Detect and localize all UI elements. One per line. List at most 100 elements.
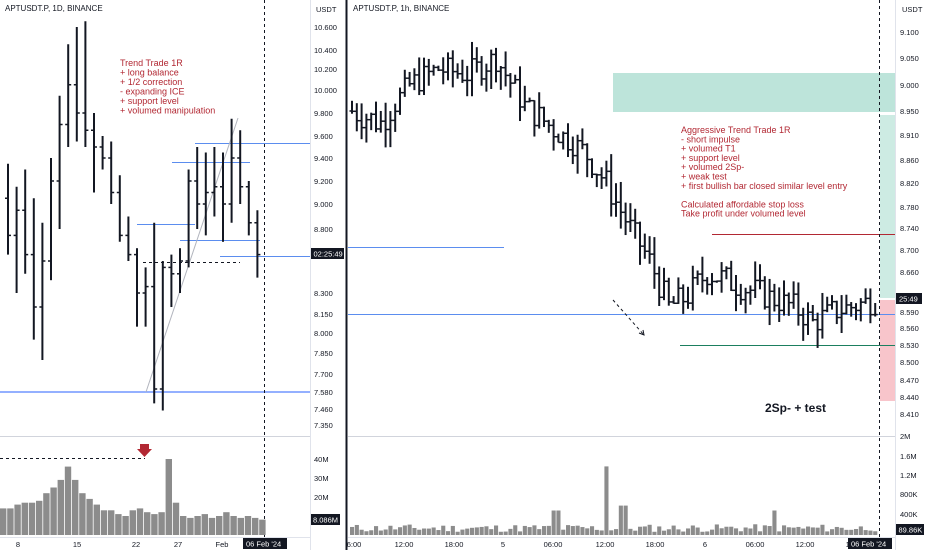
right-ohlc-bar[interactable] xyxy=(551,119,557,151)
right-ohlc-bar[interactable] xyxy=(378,110,384,133)
right-ohlc-bar[interactable] xyxy=(603,160,609,187)
right-ohlc-bar[interactable] xyxy=(642,233,648,259)
right-ohlc-bar[interactable] xyxy=(699,256,705,293)
right-ohlc-bar[interactable] xyxy=(848,302,854,317)
right-ohlc-bar[interactable] xyxy=(483,63,489,92)
right-ohlc-bar[interactable] xyxy=(589,158,595,179)
right-ohlc-bar[interactable] xyxy=(594,173,600,188)
right-ohlc-bar[interactable] xyxy=(728,260,734,292)
right-ohlc-bar[interactable] xyxy=(426,58,432,86)
right-ohlc-bar[interactable] xyxy=(863,288,869,304)
right-ohlc-bar[interactable] xyxy=(618,181,624,229)
left-ohlc-bar[interactable] xyxy=(116,175,123,242)
right-ohlc-bar[interactable] xyxy=(546,119,552,133)
right-ohlc-bar[interactable] xyxy=(690,265,696,311)
2sp-test-label[interactable]: 2Sp- + test xyxy=(765,401,826,415)
right-ohlc-bar[interactable] xyxy=(805,302,811,335)
right-ohlc-bar[interactable] xyxy=(474,47,480,73)
right-ohlc-bar[interactable] xyxy=(656,266,662,307)
right-ohlc-bar[interactable] xyxy=(536,92,542,129)
right-ohlc-bar[interactable] xyxy=(752,261,758,299)
right-ohlc-bar[interactable] xyxy=(407,71,413,87)
left-ohlc-bar[interactable] xyxy=(82,21,89,147)
left-ohlc-bar[interactable] xyxy=(73,27,80,142)
right-ohlc-bar[interactable] xyxy=(416,57,422,96)
right-ohlc-bar[interactable] xyxy=(819,292,825,339)
right-ohlc-bar[interactable] xyxy=(709,273,715,296)
right-ohlc-bar[interactable] xyxy=(872,303,878,317)
right-ohlc-bar[interactable] xyxy=(733,275,739,312)
right-ohlc-bar[interactable] xyxy=(560,131,566,150)
right-ohlc-bar[interactable] xyxy=(435,65,441,72)
right-ohlc-bar[interactable] xyxy=(834,300,840,325)
left-annotation[interactable]: Trend Trade 1R+ long balance+ 1/2 correc… xyxy=(120,58,215,116)
right-ohlc-bar[interactable] xyxy=(627,203,633,233)
right-ohlc-bar[interactable] xyxy=(392,103,398,132)
left-trend-line[interactable] xyxy=(145,117,239,393)
stop-loss-zone[interactable] xyxy=(880,300,895,401)
right-ohlc-bar[interactable] xyxy=(632,208,638,239)
right-annotation[interactable]: Aggressive Trend Trade 1R- short impulse… xyxy=(681,125,848,219)
right-ohlc-bar[interactable] xyxy=(800,307,806,341)
right-ohlc-bar[interactable] xyxy=(671,296,677,305)
right-ohlc-bar[interactable] xyxy=(747,285,753,305)
right-ohlc-bar[interactable] xyxy=(359,103,365,140)
right-ohlc-bar[interactable] xyxy=(666,277,672,306)
right-ohlc-bar[interactable] xyxy=(397,87,403,115)
left-ohlc-bar[interactable] xyxy=(245,181,252,236)
right-ohlc-bar[interactable] xyxy=(723,266,729,280)
right-ohlc-bar[interactable] xyxy=(771,283,777,312)
left-ohlc-bar[interactable] xyxy=(99,136,106,170)
right-ohlc-bar[interactable] xyxy=(464,65,470,97)
left-ohlc-bar[interactable] xyxy=(22,169,29,274)
right-ohlc-bar[interactable] xyxy=(493,47,499,83)
right-ohlc-bar[interactable] xyxy=(383,102,389,148)
right-ohlc-bar[interactable] xyxy=(402,69,408,97)
left-ohlc-bar[interactable] xyxy=(39,222,46,360)
right-drawings[interactable] xyxy=(348,0,895,537)
right-ohlc-bar[interactable] xyxy=(512,74,518,84)
left-ohlc-bar[interactable] xyxy=(108,141,115,205)
right-ohlc-bar[interactable] xyxy=(527,97,533,103)
right-ohlc-bar[interactable] xyxy=(565,123,571,158)
left-ohlc-bar[interactable] xyxy=(5,163,11,255)
right-ohlc-bar[interactable] xyxy=(695,270,701,285)
right-ohlc-bar[interactable] xyxy=(599,167,605,189)
left-ohlc-bar[interactable] xyxy=(125,216,132,262)
right-ohlc-bar[interactable] xyxy=(488,49,494,90)
right-ohlc-bar[interactable] xyxy=(354,103,360,132)
right-ohlc-bar[interactable] xyxy=(570,136,576,165)
right-ohlc-bar[interactable] xyxy=(675,277,681,305)
right-ohlc-bar[interactable] xyxy=(786,292,792,316)
right-ohlc-bar[interactable] xyxy=(459,59,465,83)
right-ohlc-bar[interactable] xyxy=(795,282,801,326)
right-ohlc-bar[interactable] xyxy=(829,295,835,310)
right-ohlc-bar[interactable] xyxy=(757,264,763,290)
right-ohlc-bar[interactable] xyxy=(507,73,513,98)
right-ohlc-bar[interactable] xyxy=(498,65,504,90)
right-ohlc-bar[interactable] xyxy=(575,134,581,174)
right-ohlc-bar[interactable] xyxy=(767,278,773,326)
right-ohlc-bar[interactable] xyxy=(661,267,667,301)
right-ohlc-bar[interactable] xyxy=(791,281,797,309)
right-ohlc-bar[interactable] xyxy=(824,296,830,313)
left-ohlc-bar[interactable] xyxy=(159,261,166,411)
right-ohlc-bar[interactable] xyxy=(440,57,446,85)
right-ohlc-bar[interactable] xyxy=(781,280,787,316)
right-ohlc-bar[interactable] xyxy=(445,52,451,81)
right-ohlc-bar[interactable] xyxy=(680,284,686,314)
left-ohlc-bar[interactable] xyxy=(211,147,218,217)
right-ohlc-bar[interactable] xyxy=(349,100,355,114)
left-ohlc-bar[interactable] xyxy=(13,186,20,293)
left-ohlc-bar[interactable] xyxy=(194,147,201,229)
right-ohlc-bar[interactable] xyxy=(623,202,629,236)
right-ohlc-bar[interactable] xyxy=(469,41,475,97)
right-ohlc-bar[interactable] xyxy=(431,64,437,76)
target-zone-top[interactable] xyxy=(613,73,895,112)
left-ohlc-bar[interactable] xyxy=(237,130,244,204)
right-ohlc-bar[interactable] xyxy=(810,305,816,322)
left-ohlc-bar[interactable] xyxy=(177,248,183,293)
right-ohlc-bar[interactable] xyxy=(839,295,845,333)
left-drawings[interactable] xyxy=(0,0,310,537)
right-ohlc-bar[interactable] xyxy=(503,51,509,87)
